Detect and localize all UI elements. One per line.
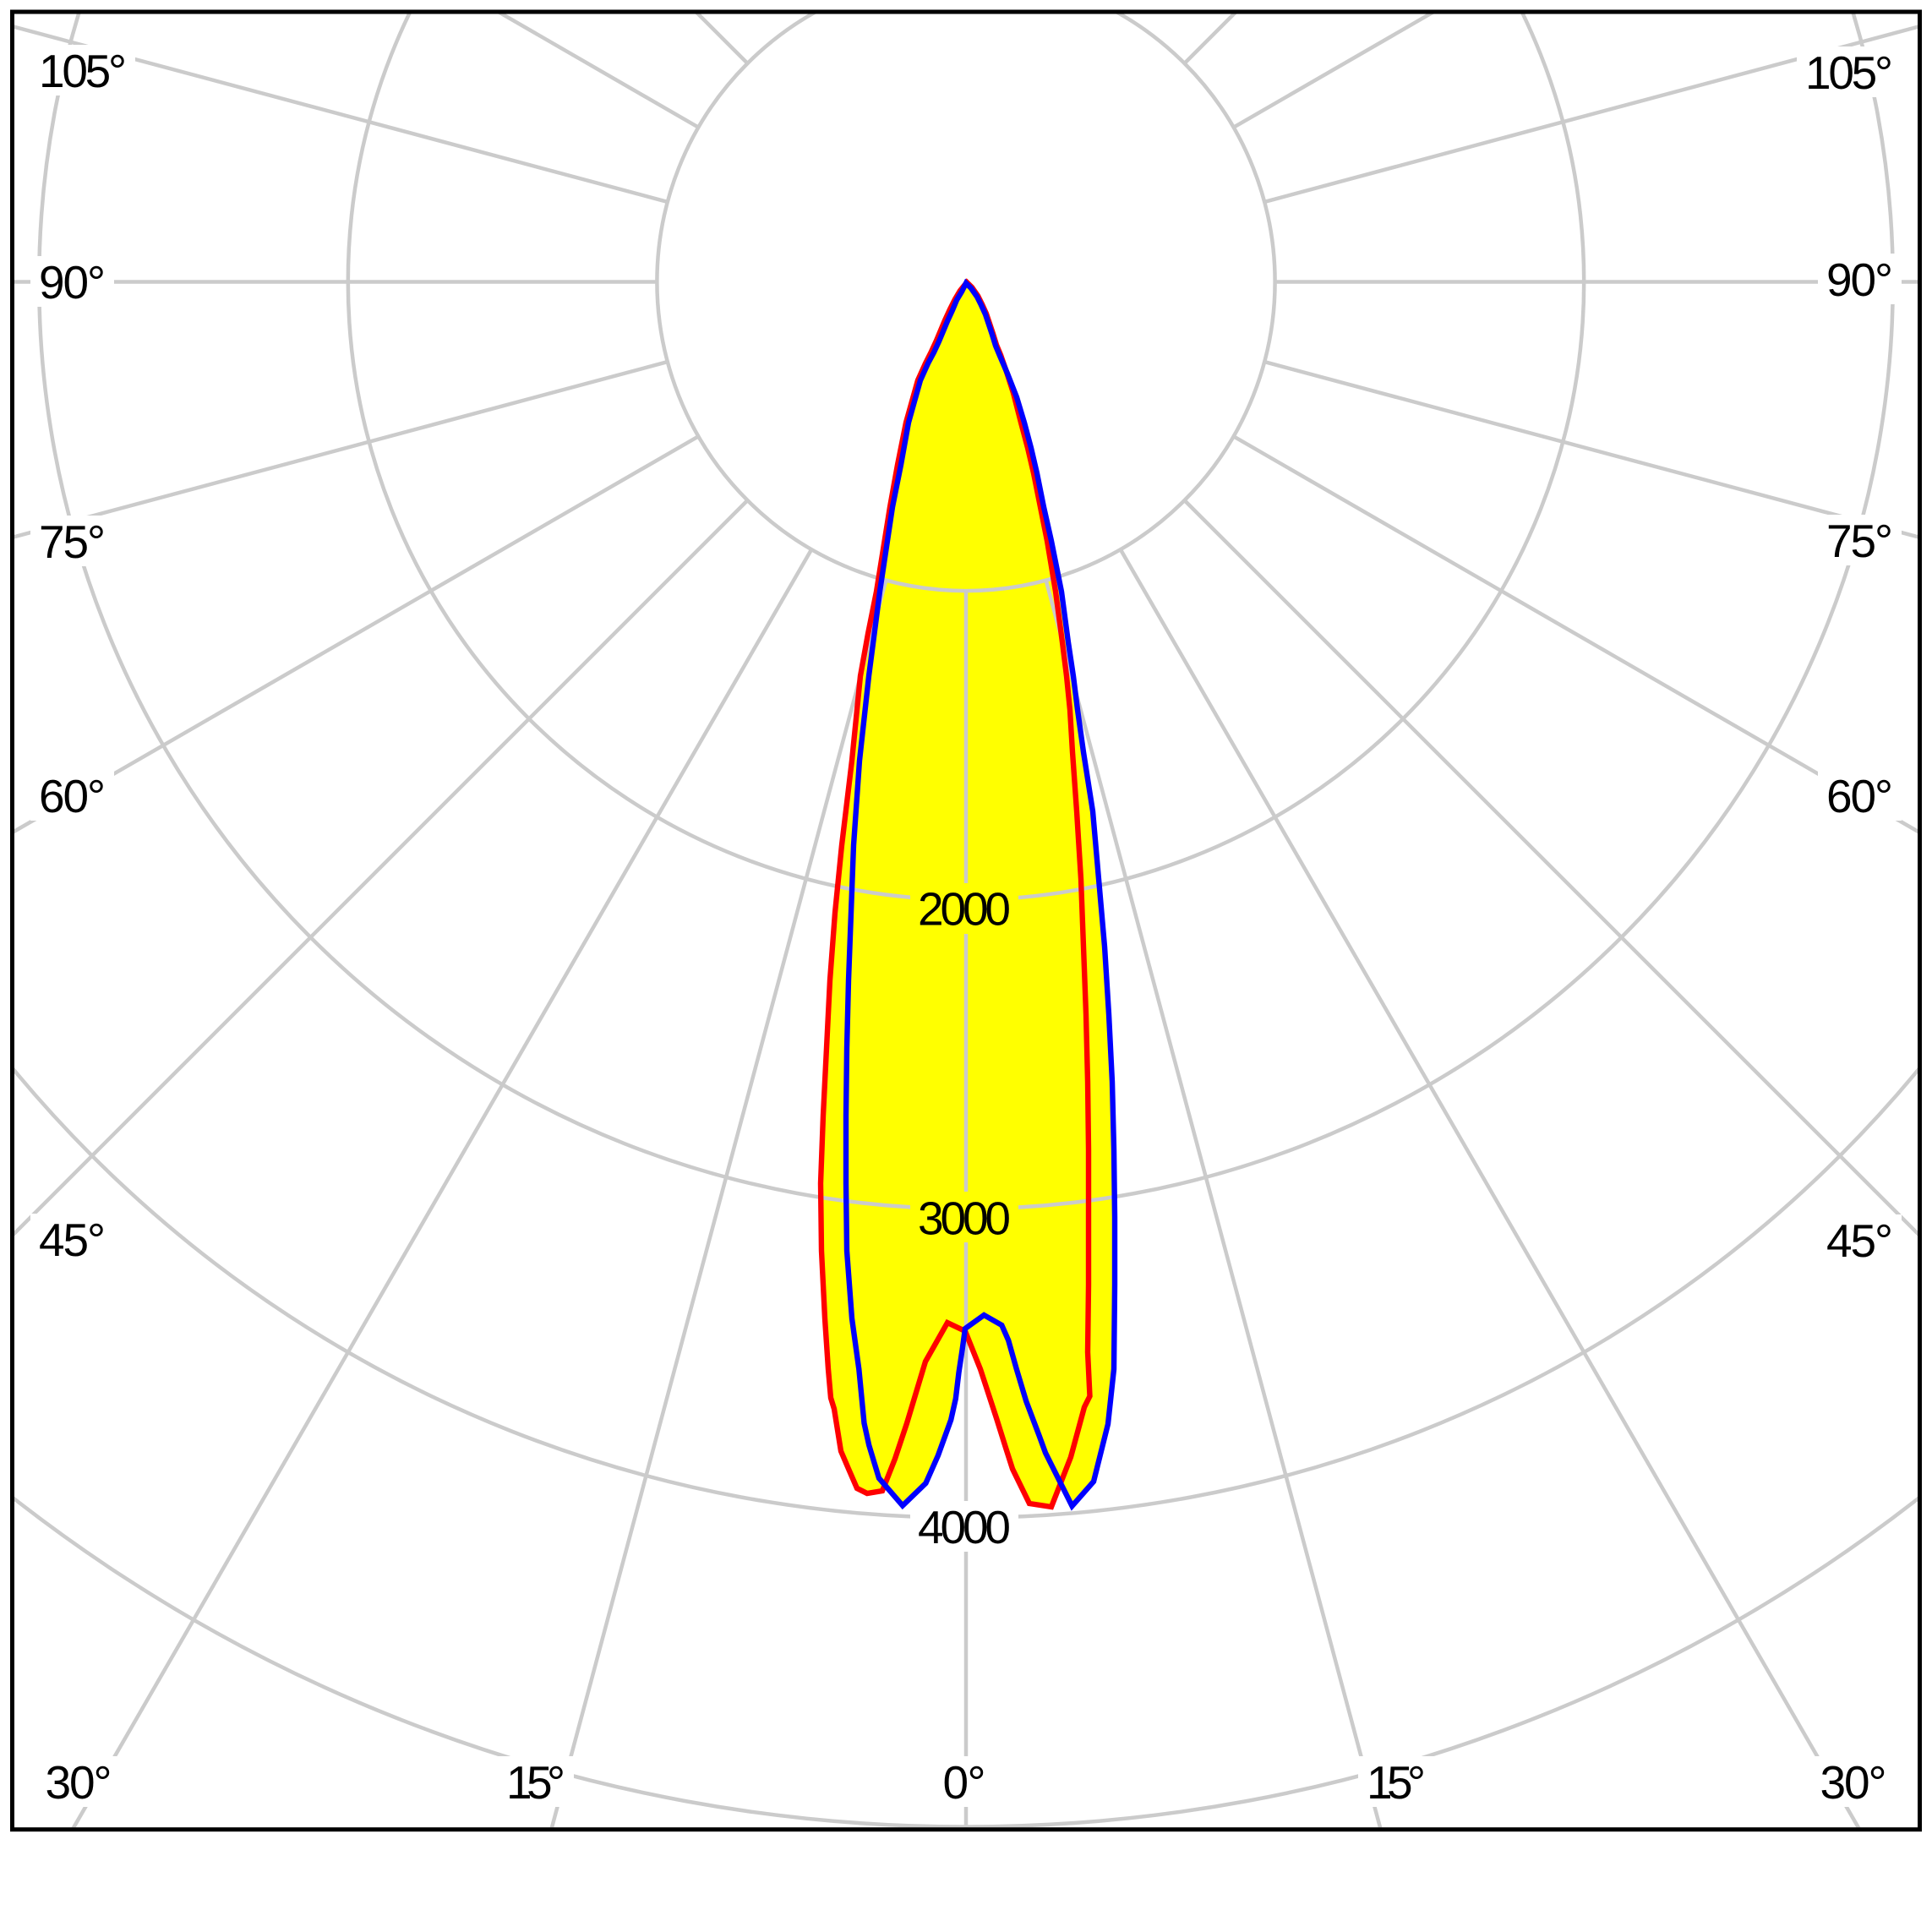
svg-text:45°: 45° (1826, 1214, 1893, 1267)
svg-text:75°: 75° (39, 516, 106, 568)
svg-text:0°: 0° (943, 1756, 986, 1809)
svg-text:45°: 45° (39, 1214, 106, 1266)
svg-text:4000: 4000 (918, 1501, 1011, 1553)
svg-text:30°: 30° (46, 1756, 112, 1809)
svg-text:75°: 75° (1826, 515, 1893, 567)
svg-text:15°: 15° (1367, 1756, 1426, 1809)
svg-text:105°: 105° (1805, 46, 1893, 99)
svg-text:90°: 90° (39, 256, 106, 308)
svg-text:60°: 60° (39, 770, 106, 822)
svg-text:3000: 3000 (918, 1192, 1011, 1244)
svg-text:90°: 90° (1826, 254, 1893, 306)
svg-text:2000: 2000 (918, 883, 1011, 936)
svg-text:30°: 30° (1820, 1756, 1887, 1809)
svg-text:15°: 15° (506, 1756, 565, 1809)
svg-text:105°: 105° (39, 45, 127, 97)
svg-text:60°: 60° (1826, 770, 1893, 822)
